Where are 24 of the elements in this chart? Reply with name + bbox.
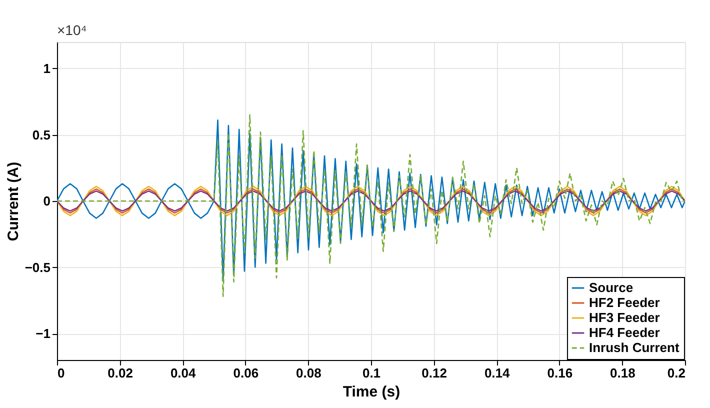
x-tick-label: 0.18 [610, 366, 636, 380]
x-tick-label: 0.16 [547, 366, 573, 380]
x-tick-label: 0.1 [362, 366, 381, 380]
y-tick-label: 0 [43, 194, 50, 208]
x-tick-label: 0.08 [296, 366, 322, 380]
y-tick-label: −0.5 [24, 260, 50, 275]
y-tick-label: 0.5 [32, 127, 50, 142]
x-tick-label: 0.02 [108, 366, 133, 380]
y-axis-title: Current (A) [4, 162, 22, 242]
y-tick-label: −1 [36, 326, 50, 341]
y-tick-label: 1 [43, 61, 50, 76]
legend-label: HF4 Feeder [589, 325, 660, 340]
x-tick-label: 0.12 [422, 366, 447, 380]
legend-label: Inrush Current [589, 340, 680, 355]
legend-label: HF2 Feeder [589, 295, 660, 310]
x-tick-label: 0.2 [667, 366, 686, 380]
x-tick-label: 0 [58, 366, 65, 380]
x-tick-label: 0.06 [233, 366, 259, 380]
legend-label: Source [589, 280, 634, 295]
legend-label: HF3 Feeder [589, 310, 660, 325]
text: ×10⁴ [57, 22, 87, 38]
x-tick-label: 0.04 [170, 366, 197, 380]
x-tick-label: 0.14 [484, 366, 511, 380]
x-axis-title: Time (s) [342, 384, 400, 400]
